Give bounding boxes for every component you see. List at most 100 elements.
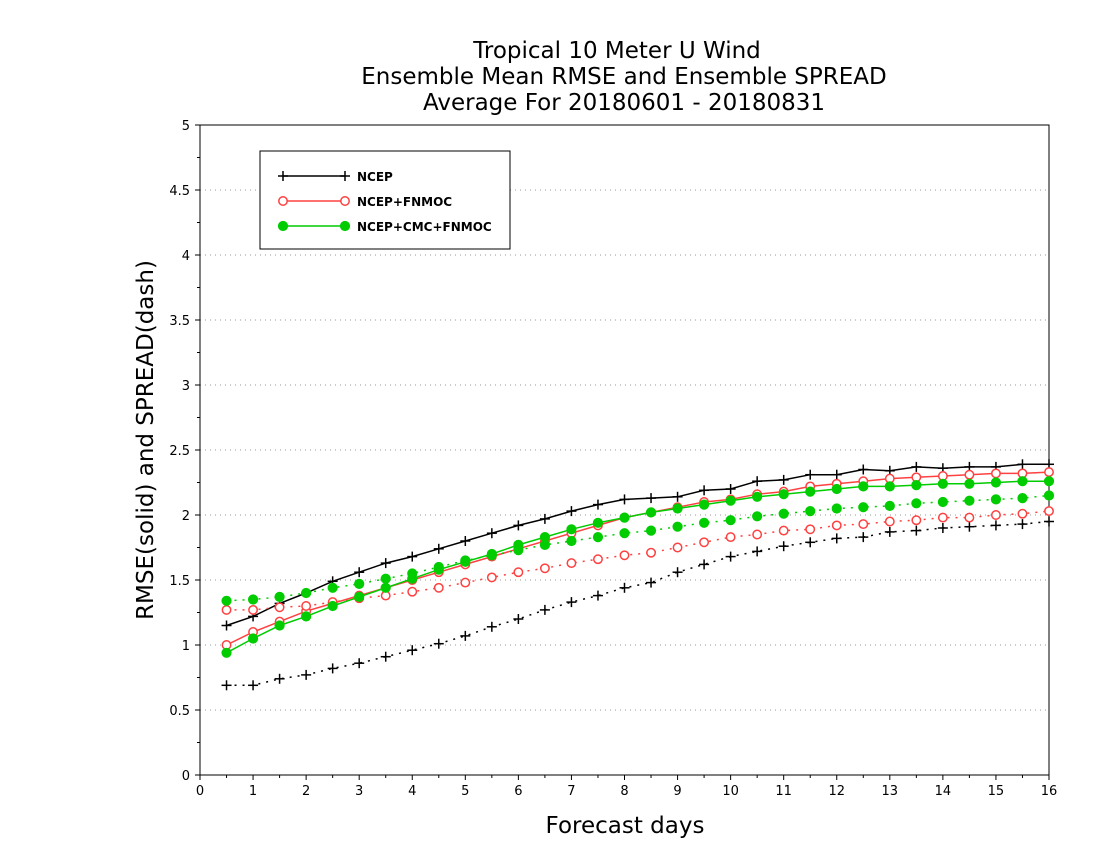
rmse-point bbox=[858, 464, 869, 475]
grid bbox=[200, 189, 1049, 711]
spread-point bbox=[778, 508, 789, 519]
spread-point bbox=[672, 521, 683, 532]
rmse-point bbox=[858, 481, 869, 492]
legend-marker bbox=[277, 220, 289, 232]
rmse-point bbox=[460, 536, 471, 546]
spread-point bbox=[433, 561, 444, 573]
legend-marker bbox=[278, 171, 288, 181]
rmse-point bbox=[592, 499, 603, 510]
spread-point bbox=[990, 520, 1001, 531]
spread-line bbox=[226, 510, 1050, 611]
rmse-point bbox=[1017, 459, 1028, 470]
legend-box bbox=[259, 150, 511, 250]
spread-point bbox=[486, 550, 497, 561]
series-2 bbox=[221, 476, 1055, 658]
rmse-point bbox=[937, 478, 948, 489]
rmse-point bbox=[221, 620, 232, 631]
spread-point bbox=[858, 502, 869, 513]
rmse-point bbox=[354, 567, 365, 578]
legend-label: NCEP+CMC+FNMOC bbox=[357, 220, 492, 234]
spread-point bbox=[725, 532, 736, 543]
y-tick-label: 5 bbox=[182, 119, 190, 134]
spread-point bbox=[274, 673, 285, 684]
spread-point bbox=[380, 651, 391, 662]
rmse-point bbox=[672, 491, 683, 502]
spread-point bbox=[221, 604, 232, 615]
rmse-point bbox=[619, 494, 630, 505]
rmse-point bbox=[646, 493, 657, 504]
spread-point bbox=[619, 528, 630, 539]
legend-entry: NCEP+CMC+FNMOC bbox=[277, 220, 492, 234]
series-1 bbox=[221, 467, 1054, 650]
rmse-point bbox=[964, 469, 975, 480]
spread-point bbox=[221, 680, 232, 691]
spread-point bbox=[1043, 490, 1055, 501]
x-tick-label: 4 bbox=[408, 784, 416, 799]
spread-point bbox=[513, 614, 524, 624]
spread-point bbox=[566, 558, 577, 569]
rmse-point bbox=[1017, 476, 1028, 487]
rmse-point bbox=[752, 476, 763, 487]
chart-title-line-3: Average For 20180601 - 20180831 bbox=[423, 90, 825, 116]
y-tick-label: 1.5 bbox=[169, 574, 190, 589]
x-tick-label: 16 bbox=[1041, 784, 1058, 799]
rmse-point bbox=[725, 495, 736, 506]
spread-point bbox=[619, 582, 630, 593]
spread-point bbox=[937, 496, 948, 508]
spread-point bbox=[593, 554, 603, 565]
y-tick-label: 3 bbox=[182, 379, 190, 394]
spread-point bbox=[513, 545, 524, 556]
rmse-point bbox=[486, 528, 497, 539]
spread-point bbox=[725, 551, 736, 562]
spread-point bbox=[460, 577, 471, 588]
spread-point bbox=[858, 532, 869, 543]
rmse-point bbox=[301, 611, 312, 622]
spread-point bbox=[539, 604, 550, 615]
rmse-point bbox=[592, 517, 604, 528]
x-tick-label: 12 bbox=[828, 784, 845, 799]
chart-title-line-2: Ensemble Mean RMSE and Ensemble SPREAD bbox=[361, 64, 886, 90]
legend-label: NCEP bbox=[357, 170, 393, 184]
x-tick-label: 11 bbox=[775, 784, 792, 799]
rmse-point bbox=[380, 582, 391, 593]
y-tick-label: 0 bbox=[182, 769, 190, 784]
x-tick-label: 5 bbox=[461, 784, 469, 799]
spread-point bbox=[1017, 508, 1028, 519]
y-axis: 0 0.5 1 1.5 2 2.5 3 3.5 4 4.5 5 bbox=[169, 119, 200, 784]
rmse-point bbox=[1044, 467, 1054, 478]
spread-point bbox=[221, 595, 232, 606]
spread-point bbox=[566, 535, 577, 547]
spread-point bbox=[831, 503, 842, 514]
x-tick-label: 14 bbox=[935, 784, 952, 799]
legend-marker bbox=[339, 220, 351, 232]
rmse-point bbox=[831, 483, 842, 495]
spread-point bbox=[486, 621, 497, 632]
y-tick-label: 1 bbox=[182, 639, 190, 654]
spread-point bbox=[539, 539, 551, 551]
spread-point bbox=[858, 519, 869, 530]
spread-point bbox=[699, 537, 710, 548]
x-tick-label: 1 bbox=[249, 784, 257, 799]
spread-point bbox=[301, 669, 312, 680]
y-axis-title: RMSE(solid) and SPREAD(dash) bbox=[133, 260, 159, 620]
rmse-point bbox=[778, 489, 789, 500]
spread-point bbox=[1044, 516, 1054, 527]
rmse-line bbox=[226, 480, 1049, 654]
rmse-point bbox=[407, 551, 418, 562]
spread-point bbox=[248, 680, 259, 691]
legend-entry: NCEP+FNMOC bbox=[278, 195, 452, 209]
rmse-point bbox=[698, 499, 710, 510]
y-tick-label: 0.5 bbox=[169, 704, 190, 719]
spread-point bbox=[592, 590, 603, 601]
x-tick-label: 2 bbox=[302, 784, 310, 799]
rmse-point bbox=[805, 469, 816, 480]
spread-line bbox=[226, 520, 1050, 687]
spread-point bbox=[248, 604, 259, 615]
rmse-point bbox=[752, 491, 763, 502]
spread-point bbox=[884, 526, 895, 537]
rmse-point bbox=[354, 591, 365, 603]
spread-point bbox=[646, 547, 656, 558]
spread-point bbox=[354, 658, 365, 669]
x-axis: 0 1 2 3 4 5 6 7 8 9 10 11 12 13 14 15 16 bbox=[196, 775, 1057, 799]
spread-point bbox=[911, 525, 922, 536]
